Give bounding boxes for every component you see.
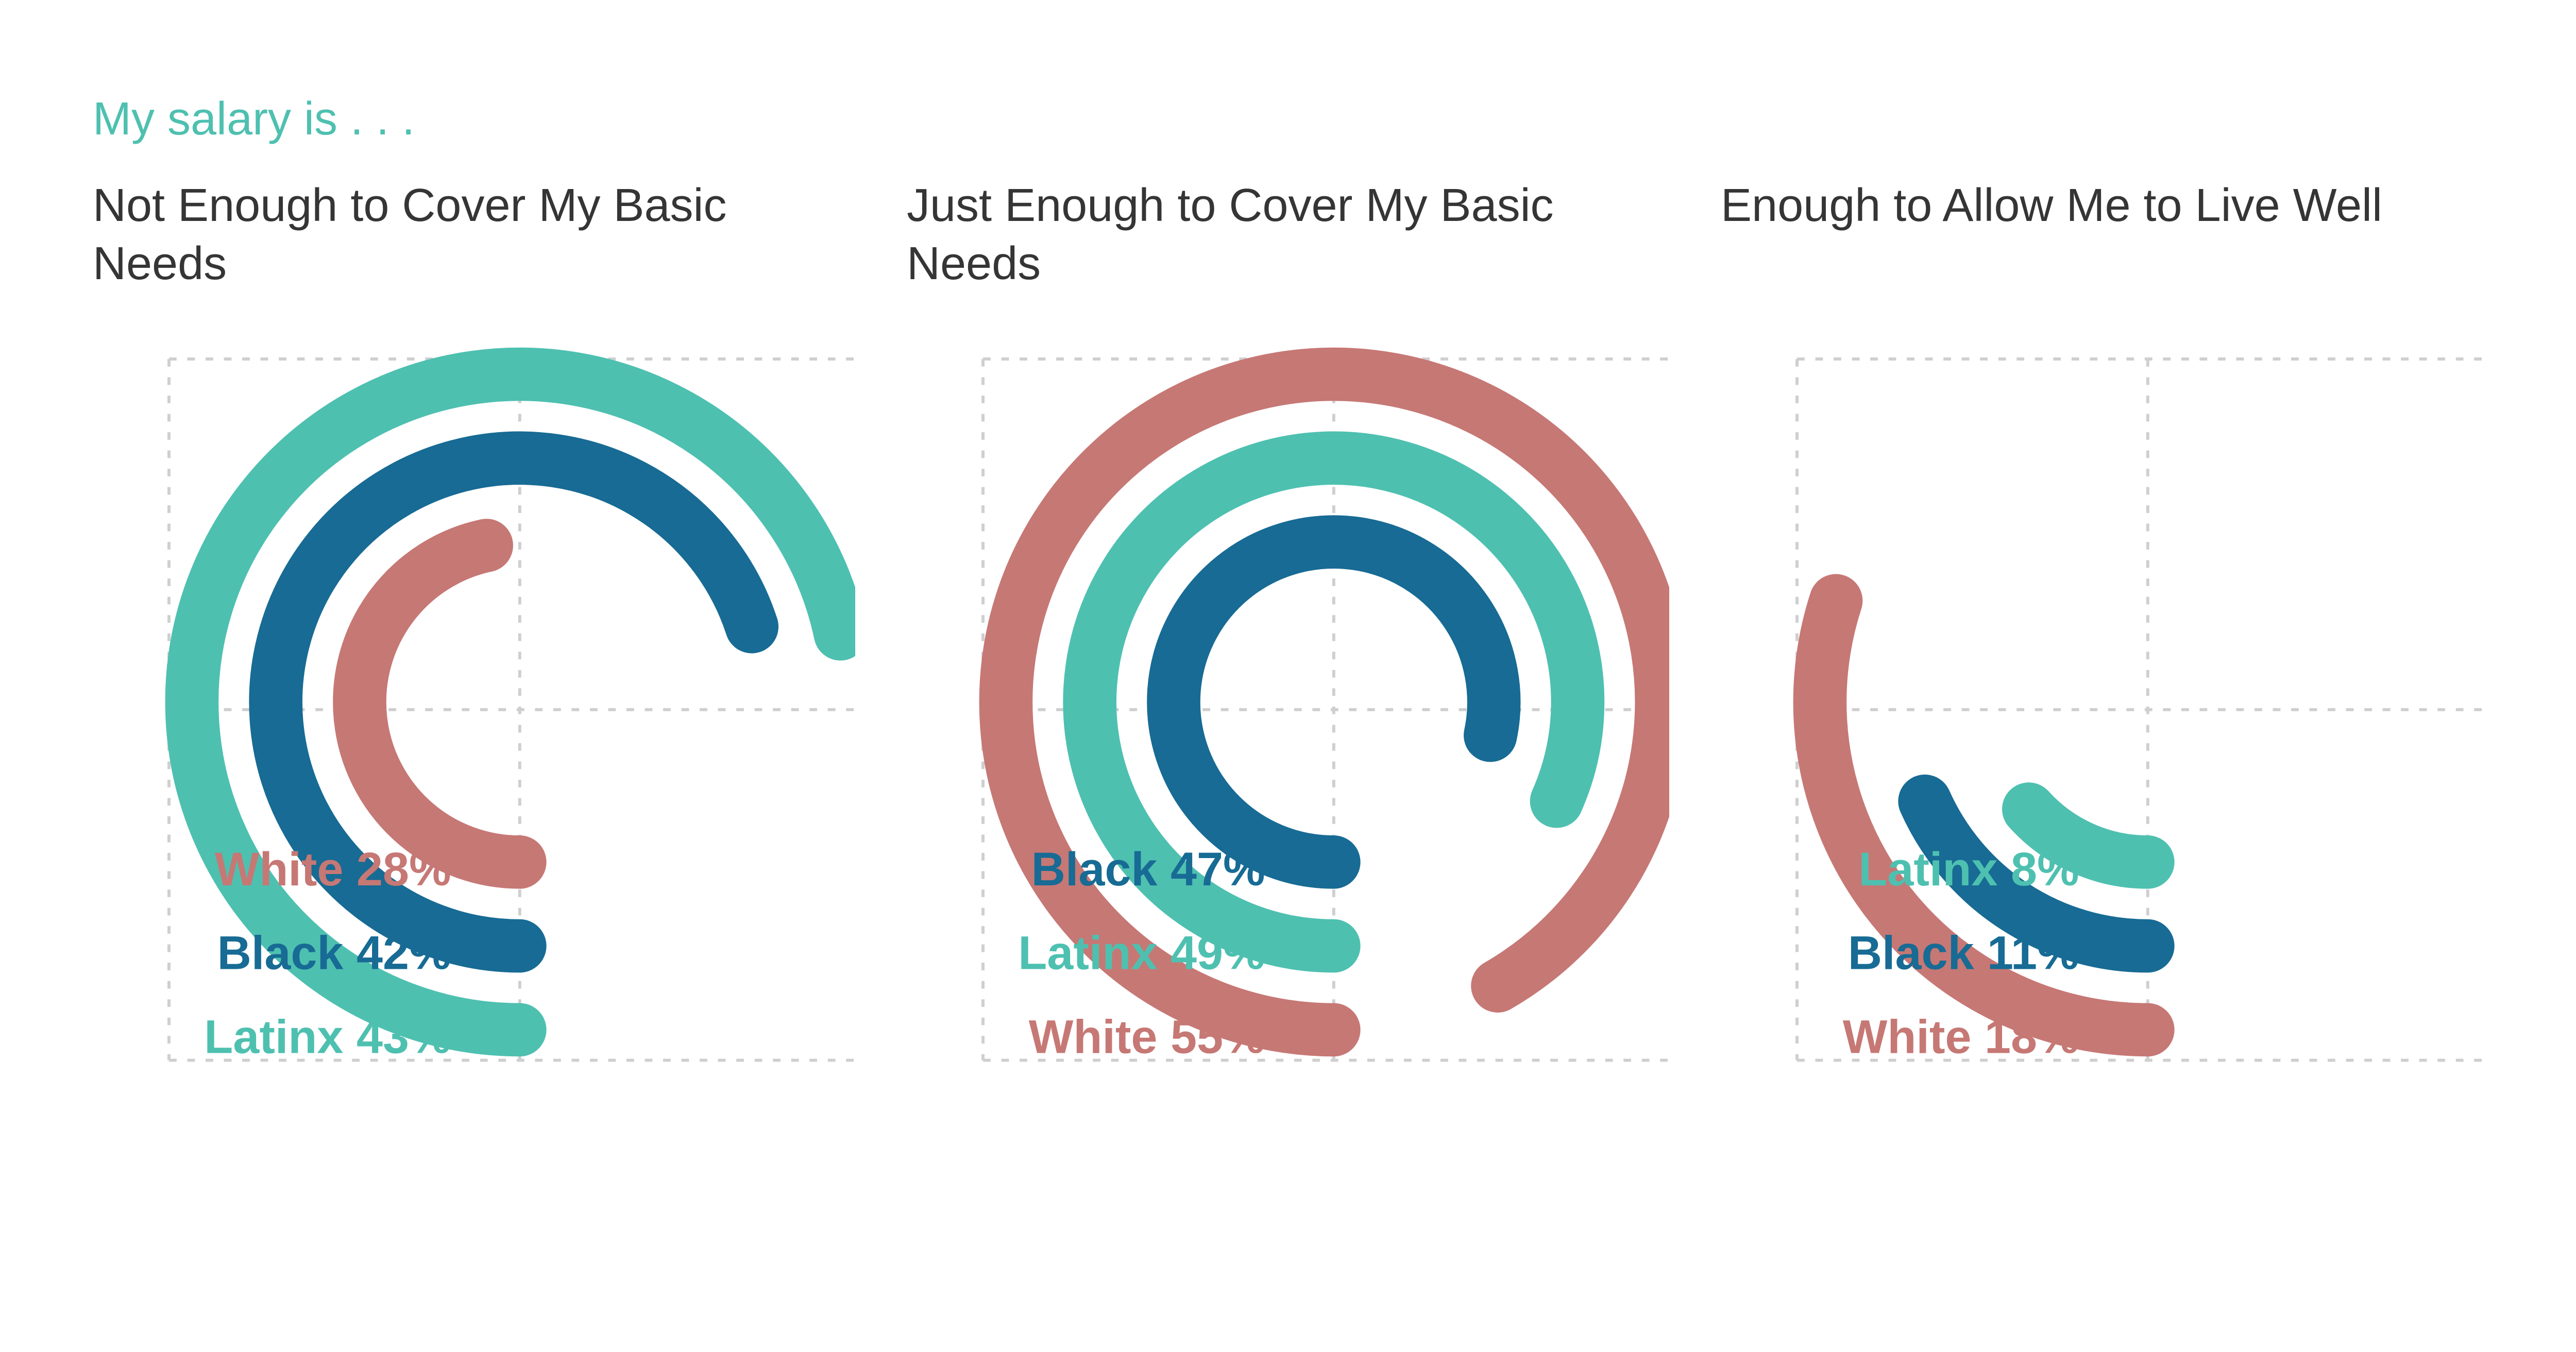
ring-label: Black 11% bbox=[1848, 927, 2079, 980]
chart-subtitle: Not Enough to Cover My Basic Needs bbox=[93, 177, 855, 300]
ring-label: Latinx 8% bbox=[1858, 843, 2079, 896]
ring-arc bbox=[1174, 542, 1494, 862]
page: My salary is . . . Not Enough to Cover M… bbox=[0, 0, 2576, 1352]
page-title: My salary is . . . bbox=[93, 93, 2483, 146]
chart-panel-0: Not Enough to Cover My Basic Needs Latin… bbox=[93, 177, 855, 1083]
ring-label: White 18% bbox=[1843, 1011, 2079, 1063]
radial-chart-svg: White 55% Latinx 49% Black 47% bbox=[907, 321, 1669, 1083]
radial-chart-svg: White 18% Black 11% Latinx 8% bbox=[1721, 321, 2483, 1083]
ring-label: Black 42% bbox=[217, 927, 451, 980]
radial-chart: Latinx 43% Black 42% White 28% bbox=[93, 321, 855, 1083]
chart-panel-2: Enough to Allow Me to Live Well White 18… bbox=[1721, 177, 2483, 1083]
ring-label: Black 47% bbox=[1031, 843, 1265, 896]
ring-label: Latinx 49% bbox=[1018, 927, 1265, 980]
charts-row: Not Enough to Cover My Basic Needs Latin… bbox=[93, 177, 2483, 1083]
ring-label: Latinx 43% bbox=[204, 1011, 451, 1063]
ring-label: White 55% bbox=[1029, 1011, 1265, 1063]
chart-panel-1: Just Enough to Cover My Basic Needs Whit… bbox=[907, 177, 1669, 1083]
ring-label: White 28% bbox=[215, 843, 451, 896]
ring-arc bbox=[360, 545, 520, 862]
radial-chart: White 18% Black 11% Latinx 8% bbox=[1721, 321, 2483, 1083]
radial-chart: White 55% Latinx 49% Black 47% bbox=[907, 321, 1669, 1083]
chart-subtitle: Just Enough to Cover My Basic Needs bbox=[907, 177, 1669, 300]
radial-chart-svg: Latinx 43% Black 42% White 28% bbox=[93, 321, 855, 1083]
chart-subtitle: Enough to Allow Me to Live Well bbox=[1721, 177, 2483, 300]
